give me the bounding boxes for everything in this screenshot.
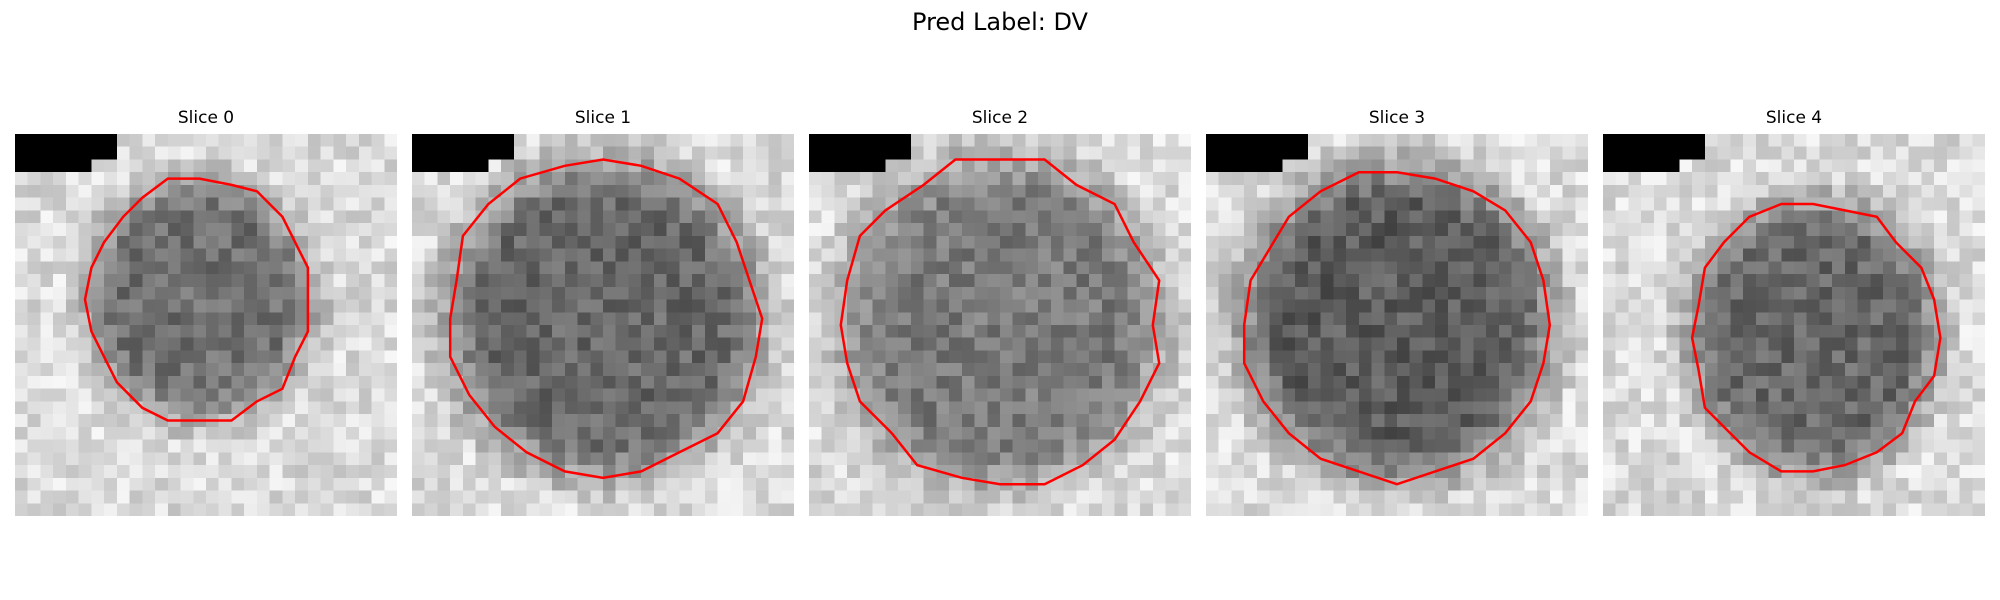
pixel-grid: [809, 134, 1191, 516]
pixel-grid: [15, 134, 397, 516]
segmentation-contour: [448, 158, 764, 480]
figure-title: Pred Label: DV: [912, 8, 1088, 36]
slice-panel-3: Slice 3: [1206, 108, 1588, 516]
slice-panel-2: Slice 2: [809, 108, 1191, 516]
slice-panel-1: Slice 1: [412, 108, 794, 516]
slice-title-4: Slice 4: [1765, 108, 1823, 128]
slice-image-4: [1603, 134, 1985, 516]
pixel-grid: [1603, 134, 1985, 516]
segmentation-contour: [1690, 202, 1942, 473]
segmentation-contour: [839, 158, 1161, 486]
slice-image-1: [412, 134, 794, 516]
slice-title-3: Slice 3: [1368, 108, 1426, 128]
slice-panel-4: Slice 4: [1603, 108, 1985, 516]
slice-image-2: [809, 134, 1191, 516]
slice-title-0: Slice 0: [177, 108, 235, 128]
pixel-grid: [412, 134, 794, 516]
segmentation-contour: [1242, 170, 1552, 486]
slice-title-1: Slice 1: [574, 108, 632, 128]
slice-panel-0: Slice 0: [15, 108, 397, 516]
pixel-grid: [1206, 134, 1588, 516]
slice-title-2: Slice 2: [971, 108, 1029, 128]
slice-image-3: [1206, 134, 1588, 516]
segmentation-contour: [83, 177, 310, 422]
slice-image-0: [15, 134, 397, 516]
